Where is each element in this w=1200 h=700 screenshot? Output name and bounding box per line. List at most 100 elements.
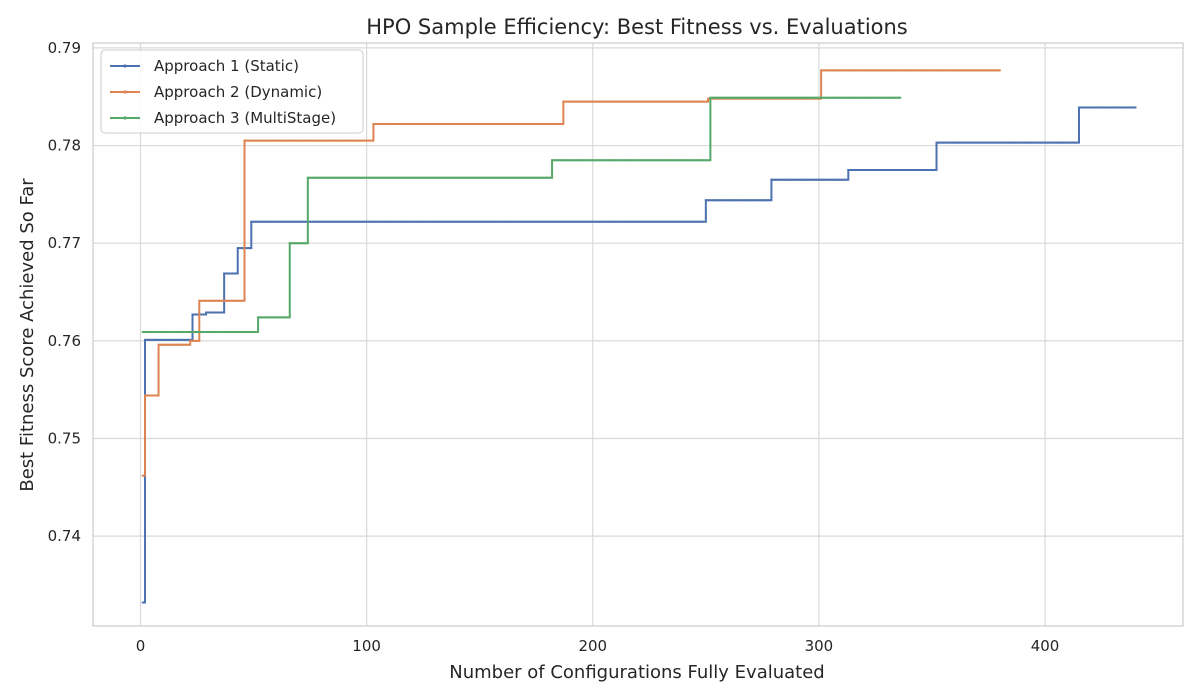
data-point	[446, 220, 450, 223]
data-point	[492, 220, 495, 223]
data-point	[372, 220, 375, 223]
data-point	[958, 69, 961, 72]
data-point	[831, 178, 834, 181]
data-point	[686, 100, 689, 103]
data-point	[442, 176, 445, 179]
data-point	[519, 220, 522, 223]
data-point	[512, 220, 515, 223]
data-point	[697, 220, 701, 223]
data-point	[636, 159, 640, 162]
data-point	[406, 176, 409, 179]
data-point	[833, 178, 836, 181]
data-point	[485, 220, 488, 223]
data-point	[349, 139, 352, 142]
data-point	[162, 338, 165, 341]
data-point	[159, 343, 162, 346]
data-point	[370, 139, 373, 142]
data-point	[763, 96, 766, 99]
data-point	[661, 159, 664, 162]
data-point	[835, 96, 839, 99]
data-point	[177, 338, 181, 341]
data-point	[180, 343, 183, 346]
data-point	[896, 96, 900, 99]
data-point	[286, 316, 289, 319]
data-point	[838, 69, 841, 72]
data-point	[587, 159, 590, 162]
data-point	[227, 272, 230, 275]
data-point	[487, 122, 490, 126]
data-point	[388, 122, 391, 126]
tick-layer: 0 100 200 300 400 0.74 0.75 0.76 0.77 0.78 0.79	[48, 39, 1060, 655]
data-point	[600, 220, 603, 223]
data-point	[768, 199, 771, 202]
data-point	[449, 220, 452, 223]
data-point	[863, 96, 866, 99]
data-point	[679, 220, 683, 223]
data-point	[546, 220, 549, 223]
data-point	[560, 159, 563, 162]
data-point	[286, 139, 289, 142]
data-point	[896, 69, 900, 72]
data-point	[677, 220, 680, 223]
data-point	[844, 178, 848, 181]
data-point	[921, 168, 925, 172]
data-point	[682, 100, 685, 103]
data-point	[774, 96, 778, 99]
data-point	[648, 159, 651, 162]
data-point	[575, 159, 579, 162]
data-point	[399, 220, 402, 223]
data-point	[245, 330, 248, 334]
data-point	[673, 100, 676, 103]
data-point	[195, 330, 199, 334]
data-point	[874, 168, 877, 172]
data-point	[553, 159, 556, 162]
data-point	[962, 69, 965, 72]
data-point	[191, 339, 194, 342]
data-point	[315, 176, 318, 179]
data-point	[299, 242, 303, 245]
data-point	[304, 242, 307, 245]
data-point	[820, 96, 823, 99]
data-point	[1034, 141, 1038, 144]
data-point	[211, 330, 214, 334]
data-point	[630, 220, 633, 223]
data-point	[550, 122, 554, 126]
data-point	[1032, 141, 1035, 144]
data-point	[887, 96, 891, 99]
data-point	[641, 220, 644, 223]
data-point	[408, 220, 411, 223]
data-point	[1041, 141, 1044, 144]
data-point	[985, 69, 988, 72]
data-point	[849, 96, 852, 99]
data-point	[345, 220, 348, 223]
data-point	[1064, 141, 1067, 144]
data-point	[266, 220, 269, 223]
data-point	[293, 139, 296, 142]
data-point	[277, 220, 280, 223]
data-point	[1068, 141, 1072, 144]
data-point	[349, 220, 352, 223]
data-point	[716, 199, 719, 202]
data-point	[440, 122, 443, 126]
data-point	[1127, 106, 1130, 109]
data-point	[433, 122, 436, 126]
data-point	[625, 100, 628, 103]
data-point	[465, 176, 468, 179]
data-point	[544, 176, 547, 179]
data-point	[313, 176, 316, 179]
data-point	[444, 176, 447, 179]
data-point	[842, 178, 845, 181]
data-point	[679, 100, 683, 103]
data-point	[467, 220, 470, 223]
data-point	[191, 330, 194, 334]
data-point	[474, 176, 477, 179]
legend-label: Approach 2 (Dynamic)	[154, 83, 322, 101]
y-tick-label: 0.79	[48, 39, 81, 57]
data-point	[804, 96, 807, 99]
data-point	[863, 168, 866, 172]
data-point	[593, 220, 597, 223]
data-point	[709, 96, 712, 99]
data-point	[347, 176, 350, 179]
data-point	[218, 330, 221, 334]
data-point	[508, 176, 511, 179]
